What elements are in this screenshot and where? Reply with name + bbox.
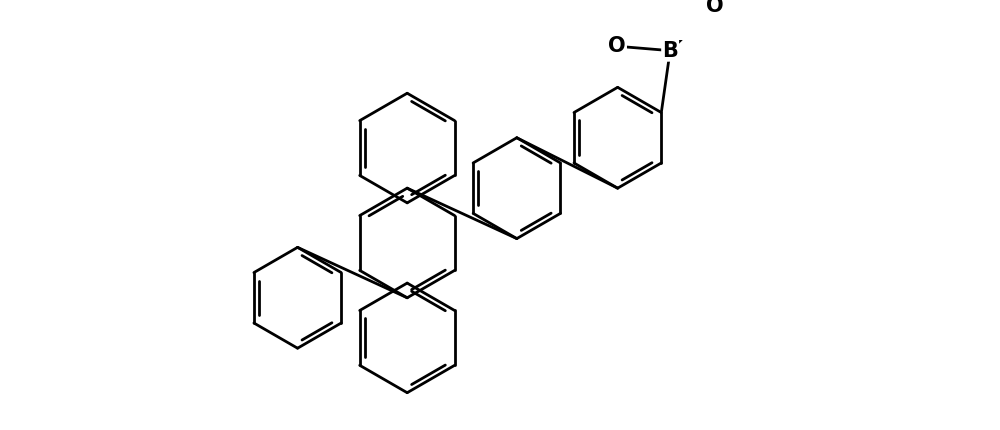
Text: O: O — [706, 0, 723, 16]
Text: B: B — [662, 41, 678, 61]
Text: O: O — [608, 36, 626, 56]
